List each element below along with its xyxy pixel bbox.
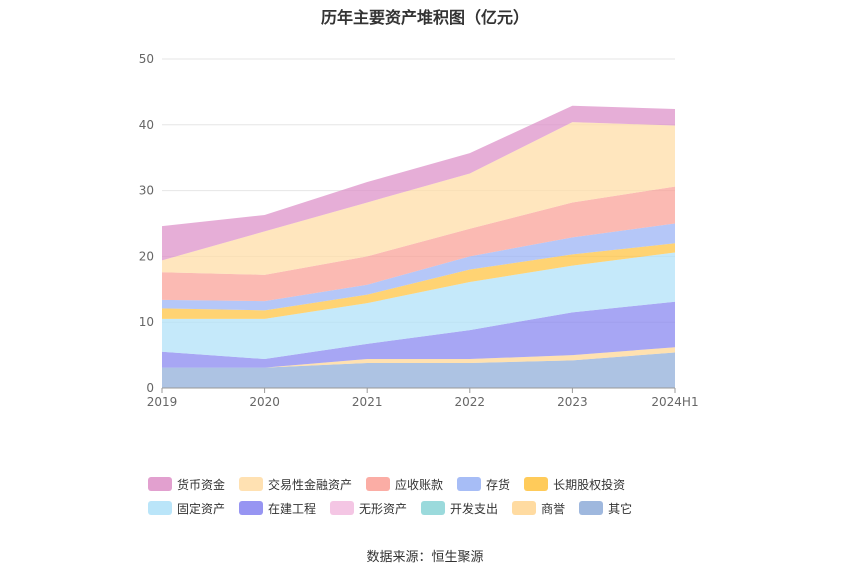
legend-label: 应收账款 bbox=[395, 477, 444, 492]
legend-item[interactable]: 应收账款 bbox=[366, 472, 443, 496]
legend-label: 货币资金 bbox=[177, 477, 226, 492]
legend-item[interactable]: 长期股权投资 bbox=[524, 472, 625, 496]
legend-item[interactable]: 存货 bbox=[457, 472, 510, 496]
legend-swatch bbox=[239, 501, 264, 515]
y-tick-label: 0 bbox=[146, 381, 154, 395]
legend-item[interactable]: 在建工程 bbox=[239, 496, 316, 520]
legend-swatch bbox=[524, 477, 549, 491]
area-series-4 bbox=[162, 301, 675, 368]
data-source-note: 数据来源：恒生聚源 bbox=[366, 550, 484, 565]
legend-item[interactable]: 开发支出 bbox=[421, 496, 498, 520]
legend-label: 存货 bbox=[486, 477, 511, 492]
legend-item[interactable]: 商誉 bbox=[512, 496, 565, 520]
legend-item[interactable]: 交易性金融资产 bbox=[239, 472, 352, 496]
legend-swatch bbox=[148, 477, 172, 491]
legend-label: 交易性金融资产 bbox=[268, 477, 353, 492]
legend-swatch bbox=[512, 501, 537, 515]
legend-label: 无形资产 bbox=[359, 501, 408, 516]
area-series-6 bbox=[162, 243, 675, 319]
area-series-7 bbox=[162, 223, 675, 311]
legend-swatch bbox=[457, 477, 482, 491]
y-tick-label: 30 bbox=[139, 184, 154, 198]
legend-item[interactable]: 固定资产 bbox=[148, 496, 225, 520]
area-series-5 bbox=[162, 252, 675, 360]
legend-item[interactable]: 无形资产 bbox=[330, 496, 407, 520]
legend-swatch bbox=[366, 477, 391, 491]
legend-swatch bbox=[579, 501, 604, 515]
area-series-0 bbox=[162, 352, 675, 388]
legend-row: 货币资金 交易性金融资产 应收账款 存货 长期股权投资固定资产 在建工程 无形资产 开发支出 商… bbox=[148, 472, 728, 520]
legend-item[interactable]: 货币资金 bbox=[148, 472, 225, 496]
legend-item[interactable]: 其它 bbox=[579, 496, 632, 520]
y-tick-label: 10 bbox=[139, 315, 154, 329]
legend-swatch bbox=[148, 501, 172, 515]
legend-label: 开发支出 bbox=[450, 501, 499, 516]
y-tick-label: 20 bbox=[139, 249, 154, 263]
legend-label: 在建工程 bbox=[268, 501, 317, 516]
area-series-1 bbox=[162, 347, 675, 368]
x-tick-label: 2022 bbox=[455, 395, 486, 409]
legend-label: 商誉 bbox=[541, 501, 566, 516]
legend-swatch bbox=[421, 501, 446, 515]
area-series-10 bbox=[162, 105, 675, 261]
legend-swatch bbox=[330, 501, 355, 515]
y-tick-label: 40 bbox=[139, 118, 154, 132]
x-tick-label: 2021 bbox=[352, 395, 383, 409]
x-tick-label: 2020 bbox=[249, 395, 280, 409]
legend-swatch bbox=[239, 477, 264, 491]
x-tick-label: 2019 bbox=[147, 395, 178, 409]
area-series-8 bbox=[162, 186, 675, 302]
legend-label: 固定资产 bbox=[177, 501, 226, 516]
chart-legend: 货币资金 交易性金融资产 应收账款 存货 长期股权投资固定资产 在建工程 无形资产 开发支出 商… bbox=[148, 472, 728, 520]
area-series-9 bbox=[162, 122, 675, 275]
x-tick-label: 2023 bbox=[557, 395, 588, 409]
chart-title: 历年主要资产堆积图（亿元） bbox=[320, 8, 529, 27]
legend-label: 长期股权投资 bbox=[553, 477, 626, 492]
legend-label: 其它 bbox=[608, 501, 633, 516]
x-tick-label: 2024H1 bbox=[651, 395, 698, 409]
y-tick-label: 50 bbox=[139, 52, 154, 66]
